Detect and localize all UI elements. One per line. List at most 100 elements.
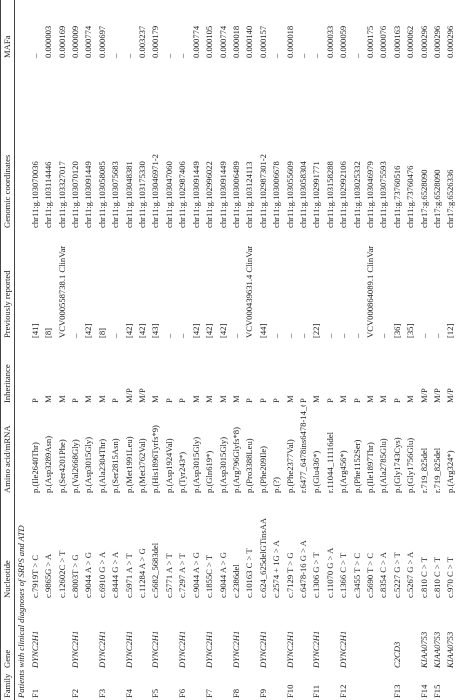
section-title: Patients with clinical diagnoses of SRPS…: [16, 525, 27, 698]
table-cell: p.(Arg456*): [338, 450, 349, 493]
table-cell: c.810 C > T: [418, 557, 429, 598]
table-cell: –: [338, 333, 349, 338]
table: Family Gene Nucleotide Amino acid/mRNA Inher…: [0, 0, 457, 700]
table-cell: 0.000009: [70, 25, 81, 58]
table-row: c.9865G > A p.(Asp3289Asn) M [8] chr11:g.103…: [42, 0, 55, 700]
table-cell: chr11:g.103006678: [271, 161, 282, 228]
table-cell: 0.000059: [338, 25, 349, 58]
table-cell: chr11:g.103075593: [378, 161, 389, 228]
empty-cell: [364, 600, 377, 670]
empty-cell: [190, 600, 203, 670]
table-cell: VCV000558738.1 ClinVar: [56, 245, 67, 338]
empty-cell: [190, 670, 203, 700]
table-cell: M/P: [432, 388, 442, 403]
table-row: c.10163 C > T p.(Pro3388Leu) P VCV000439631…: [243, 0, 256, 700]
table-cell: 0.000774: [190, 25, 201, 58]
table-cell: p.(Tyr243*): [177, 451, 188, 493]
table-cell: p.(Glu436*): [311, 450, 322, 493]
table-cell: p.(?): [271, 477, 282, 493]
table-cell: c.8354 C > A: [378, 552, 389, 598]
table-cell: –: [123, 53, 134, 58]
table-cell: [8]: [96, 327, 107, 338]
table-cell: M: [83, 395, 94, 403]
empty-cell: [444, 670, 457, 700]
empty-cell: [297, 670, 310, 700]
table-cell: c.5690 T > C: [364, 552, 375, 598]
table-cell: p.(Gly1743Cys): [391, 437, 402, 493]
table-cell: [42]: [217, 323, 228, 338]
table-row: c.3455 T > C p.(Phe1152Ser) P – chr11:g.1030…: [351, 0, 364, 700]
table-row: c.9044 A > G p.(Asp3015Gly) M [42] chr11:g.1…: [82, 0, 95, 700]
table-cell: DYNC2H1: [70, 630, 81, 668]
table-cell: M: [204, 395, 215, 403]
header-cell: Nucleotide: [2, 560, 12, 598]
table-cell: KIAA0753: [432, 631, 442, 668]
table-row: c.11284 A > G p.(Met3762Val) M/P [42] chr11:…: [136, 0, 149, 700]
table-cell: c.12602C > T: [56, 550, 67, 598]
table-cell: M: [284, 395, 295, 403]
table-cell: p.(Arg324*): [445, 450, 456, 493]
table-cell: M: [364, 395, 375, 403]
table-row: c.6478-16 G > A r.6477_6478ins6478-14_647…: [297, 0, 310, 700]
table-cell: DYNC2H1: [177, 630, 188, 668]
table-cell: P: [391, 398, 402, 403]
header-cell: Family: [2, 673, 12, 698]
table-row: KIAA0753 c.970 C > T p.(Arg324*) M/P [12] chr…: [444, 0, 457, 700]
table-cell: c.624_625delGTinsAA: [257, 517, 268, 598]
table-cell: p.(Asp3015Gly): [190, 436, 201, 493]
table-cell: P: [70, 398, 81, 403]
table-cell: VCV000439631.4 ClinVar: [244, 245, 255, 338]
table-cell: M: [311, 395, 322, 403]
table-cell: chr11:g.103070120: [70, 161, 81, 228]
table-cell: 0.000296: [445, 25, 456, 58]
table-cell: 0.000033: [324, 25, 335, 58]
table-cell: 0.000175: [364, 25, 375, 58]
table-cell: [12]: [445, 323, 456, 338]
empty-cell: [270, 670, 283, 700]
table-cell: p.(Ser4201Phe): [56, 439, 67, 493]
empty-cell: [377, 600, 390, 670]
table-cell: c.1855C > T: [204, 554, 215, 598]
table-row: F3 DYNC2H1 c.6910 G > A p.(Ala2304Thr) M [8] c…: [96, 0, 109, 700]
table-cell: DYNC2H1: [123, 630, 134, 668]
table-cell: –: [177, 53, 188, 58]
table-cell: P: [324, 398, 335, 403]
table-cell: p.(Asp3015Gly): [217, 436, 228, 493]
table-cell: 0.000179: [150, 25, 161, 58]
table-cell: M: [405, 395, 416, 403]
table-row: c.8444 G > A p.(Ser2815Asn) P – chr11:g.1030…: [109, 0, 122, 700]
table-cell: –: [110, 333, 121, 338]
table-cell: [8]: [43, 327, 54, 338]
table-cell: 0.000003: [43, 25, 54, 58]
table-cell: DYNC2H1: [230, 630, 241, 668]
table-row: F13 C2CD3 c.5227 G > T p.(Gly1743Cys) P [36] c…: [391, 0, 404, 700]
table-cell: c.5682_5683del: [150, 542, 161, 598]
table-cell: c.8003T > G: [70, 554, 81, 598]
table-cell: –: [177, 333, 188, 338]
table-cell: –: [163, 333, 174, 338]
table-cell: DYNC2H1: [257, 630, 268, 668]
table-row: F9 DYNC2H1 c.624_625delGTinsAA p.(Phe209Ile…: [257, 0, 270, 700]
table-cell: –: [324, 333, 335, 338]
table-cell: chr11:g.102987301-2: [257, 154, 268, 228]
table-cell: VCV000864089.1 ClinVar: [364, 245, 375, 338]
empty-cell: [163, 670, 176, 700]
table-cell: 0.000169: [56, 25, 67, 58]
empty-cell: [136, 670, 149, 700]
table-cell: P: [110, 398, 121, 403]
table-cell: 0.000163: [391, 25, 402, 58]
table-row: F8 DYNC2H1 c.2386del p.(Arg796Glyfs*8) M – chr…: [230, 0, 243, 700]
table-cell: 0.000076: [378, 25, 389, 58]
table-cell: 0.003237: [137, 25, 148, 58]
table-cell: p.(Arg796Glyfs*8): [230, 427, 241, 493]
section-row: Patients with clinical diagnoses of SRPS…: [15, 0, 29, 700]
empty-cell: [351, 670, 364, 700]
empty-cell: [377, 670, 390, 700]
table-cell: chr11:g.103070036: [29, 161, 40, 228]
table-cell: M: [230, 395, 241, 403]
table-cell: p.(Ile2640Thr): [29, 442, 40, 493]
table-cell: chr11:g.73760516: [391, 165, 402, 228]
table-cell: chr11:g.103048381: [123, 161, 134, 228]
table-cell: chr11:g.73760476: [405, 165, 416, 228]
